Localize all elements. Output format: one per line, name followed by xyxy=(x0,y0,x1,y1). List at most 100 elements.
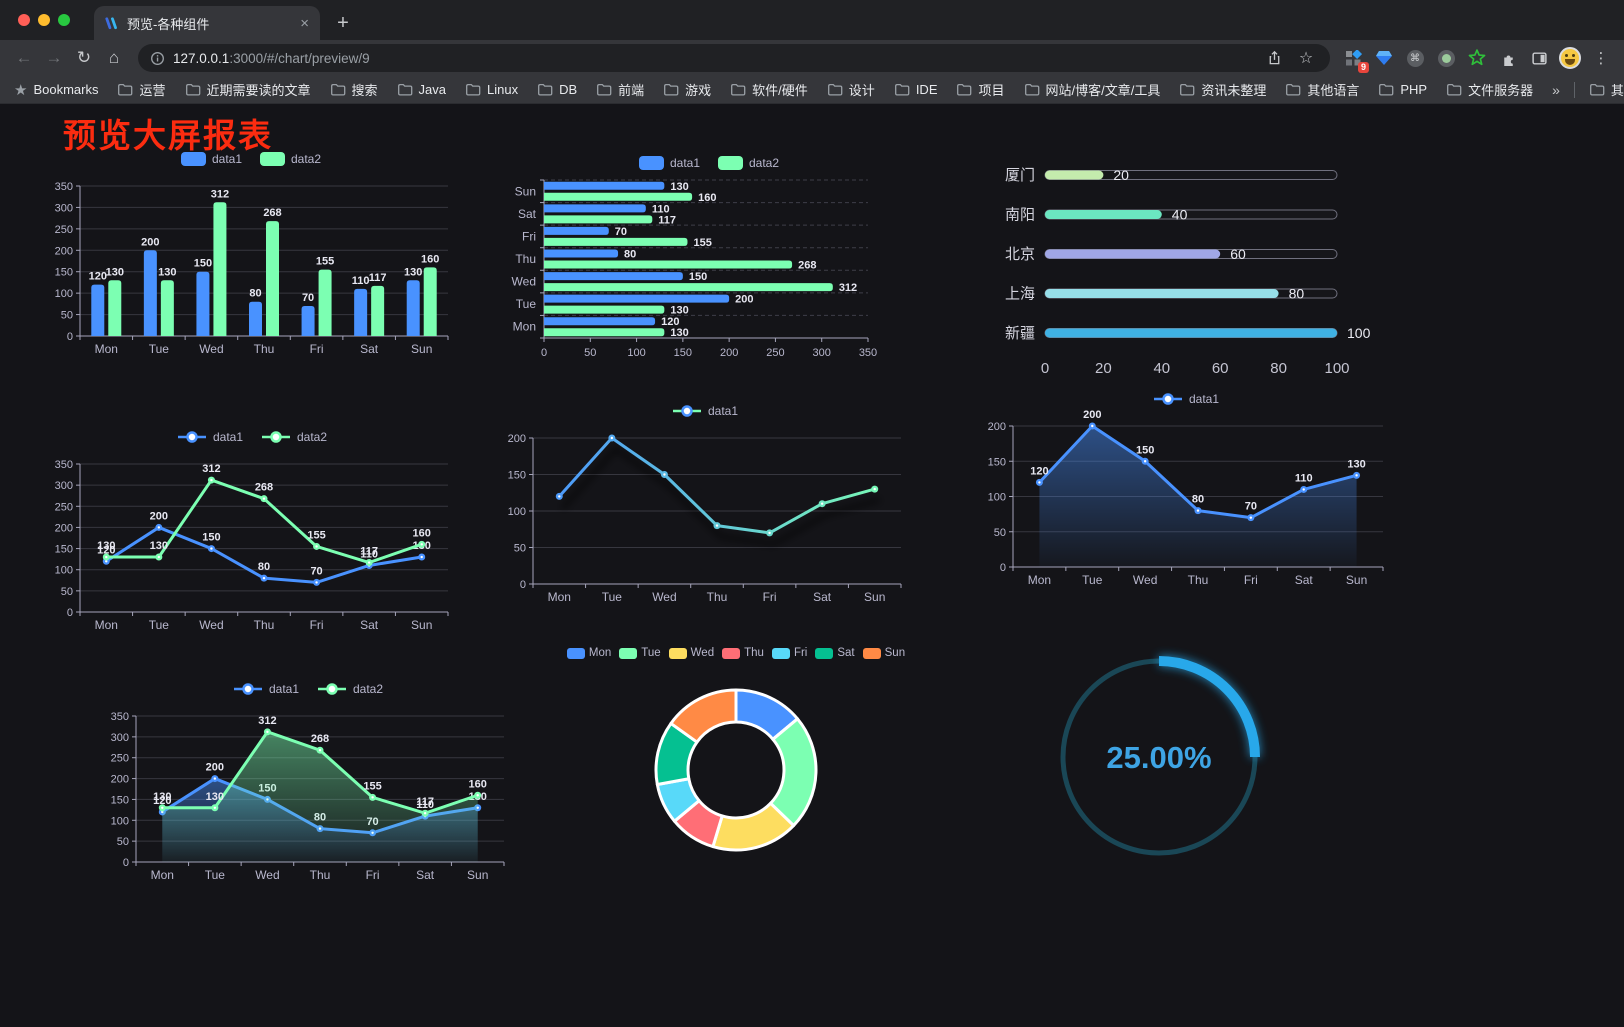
gauge-chart-canvas: 25.00% xyxy=(1060,656,1260,856)
chart-legend: Mon Tue Wed Thu Fri Sat Sun xyxy=(546,642,926,664)
browser-tab[interactable]: 预览-各种组件 × xyxy=(94,6,320,40)
page-content: 预览大屏报表 data1 data2 0 50 100 150 200 250 300 350 Mo… xyxy=(0,104,1624,1026)
tab-close-icon[interactable]: × xyxy=(300,14,309,32)
bookmark-folder[interactable]: 运营 xyxy=(117,80,166,99)
bookmark-folder[interactable]: 网站/博客/文章/工具 xyxy=(1024,80,1160,99)
legend-item[interactable]: Thu xyxy=(722,647,764,659)
svg-text:Thu: Thu xyxy=(254,618,275,632)
extension-grid-icon[interactable]: 9 xyxy=(1340,45,1369,73)
bookmark-folder[interactable]: 前端 xyxy=(596,80,644,99)
progress-chart-canvas: 厦门 20 南阳 40 北京 60 上海 80 新疆 100 0 20 40 60 80 100 xyxy=(1005,167,1371,377)
legend-marker xyxy=(318,683,346,695)
extension-command-icon[interactable]: ⌘ xyxy=(1402,45,1428,71)
svg-text:Thu: Thu xyxy=(707,590,728,604)
svg-text:100: 100 xyxy=(111,815,129,827)
svg-text:117: 117 xyxy=(369,272,387,284)
bookmark-folder[interactable]: 近期需要读的文章 xyxy=(185,80,311,99)
page-info-icon[interactable] xyxy=(150,51,165,66)
legend-item[interactable]: Sat xyxy=(815,647,855,659)
bookmark-folder[interactable]: Java xyxy=(397,80,446,99)
extensions-puzzle-icon[interactable] xyxy=(1495,45,1521,71)
folder-icon xyxy=(1024,83,1039,96)
bookmark-folder[interactable]: IDE xyxy=(894,80,937,99)
url-bar[interactable]: 127.0.0.1:3000/#/chart/preview/9 ☆ xyxy=(138,44,1330,72)
svg-text:20: 20 xyxy=(1095,360,1112,377)
chart-line-two-series: data1 data2 0 50 100 150 200 250 300 350 Mon Tue Wed… xyxy=(42,426,462,641)
folder-icon xyxy=(1180,83,1195,96)
extension-gem-icon[interactable] xyxy=(1371,45,1397,71)
bookmark-folder[interactable]: 资讯未整理 xyxy=(1179,80,1266,99)
macos-close-button[interactable] xyxy=(18,14,30,26)
legend-item[interactable]: data1 xyxy=(233,682,299,696)
line-chart-canvas: 0 50 100 150 200 Mon Tue Wed Thu Fri Sat Sun xyxy=(508,433,902,604)
bookmark-folder[interactable]: 其他语言 xyxy=(1285,80,1359,99)
extensions-area: 9 ⌘ xyxy=(1340,45,1614,73)
bookmarks-overflow-chevron[interactable]: » xyxy=(1552,81,1560,98)
reload-icon[interactable]: ↻ xyxy=(76,48,92,67)
svg-text:150: 150 xyxy=(508,470,526,482)
bookmark-folder[interactable]: 游戏 xyxy=(663,80,711,99)
legend-item[interactable]: data2 xyxy=(317,682,383,696)
svg-text:Thu: Thu xyxy=(254,342,275,356)
legend-item[interactable]: Fri xyxy=(771,647,807,659)
extension-badge: 9 xyxy=(1357,62,1369,73)
bookmark-star-icon[interactable]: ☆ xyxy=(1298,50,1314,67)
svg-text:80: 80 xyxy=(624,249,636,261)
chart-legend: data1 data2 xyxy=(42,426,462,448)
bookmark-folder[interactable]: 文件服务器 xyxy=(1446,80,1533,99)
folder-icon xyxy=(330,83,345,96)
macos-minimize-button[interactable] xyxy=(38,14,50,26)
legend-item[interactable]: data1 xyxy=(180,152,242,166)
legend-marker xyxy=(177,431,206,443)
legend-label: data1 xyxy=(669,156,700,170)
forward-icon[interactable]: → xyxy=(45,48,63,67)
svg-text:312: 312 xyxy=(202,463,220,475)
bookmark-folder[interactable]: 项目 xyxy=(956,80,1005,99)
other-bookmarks-item[interactable]: 其他书签 xyxy=(1589,80,1624,99)
legend-item[interactable]: data1 xyxy=(1153,392,1219,406)
bookmark-folder[interactable]: PHP xyxy=(1378,80,1427,99)
legend-item[interactable]: data1 xyxy=(672,404,738,418)
home-icon[interactable]: ⌂ xyxy=(108,48,120,67)
svg-text:110: 110 xyxy=(416,799,434,811)
svg-text:Tue: Tue xyxy=(205,868,226,882)
side-panel-icon[interactable] xyxy=(1526,45,1552,71)
bookmarks-manager-item[interactable]: ★ Bookmarks xyxy=(14,81,99,99)
extension-record-icon[interactable] xyxy=(1433,45,1459,71)
bookmark-folder[interactable]: 软件/硬件 xyxy=(730,80,808,99)
svg-text:Sat: Sat xyxy=(360,618,379,632)
legend-item[interactable]: Mon xyxy=(566,647,611,659)
new-tab-button[interactable]: + xyxy=(337,11,349,34)
svg-text:150: 150 xyxy=(689,271,707,283)
svg-text:40: 40 xyxy=(1153,360,1170,377)
legend-item[interactable]: data1 xyxy=(638,156,700,170)
legend-item[interactable]: Wed xyxy=(668,647,714,659)
legend-item[interactable]: data2 xyxy=(261,430,327,444)
share-icon[interactable] xyxy=(1262,46,1286,70)
legend-item[interactable]: data2 xyxy=(718,156,779,170)
bookmark-folder[interactable]: Linux xyxy=(465,80,518,99)
bookmark-folder[interactable]: DB xyxy=(537,80,577,99)
site-favicon-icon xyxy=(105,16,117,29)
svg-text:0: 0 xyxy=(123,857,129,869)
legend-item[interactable]: Tue xyxy=(619,647,661,659)
macos-fullscreen-button[interactable] xyxy=(58,14,70,26)
tab-strip: 预览-各种组件 × + xyxy=(0,0,1624,40)
chart-bar-vertical: data1 data2 0 50 100 150 200 250 300 350 Mon Tue Wed… xyxy=(42,148,460,365)
svg-text:70: 70 xyxy=(1245,501,1257,513)
extension-green-star-icon[interactable] xyxy=(1464,45,1490,71)
back-icon[interactable]: ← xyxy=(15,48,33,67)
svg-text:120: 120 xyxy=(661,316,679,328)
profile-avatar[interactable] xyxy=(1557,45,1583,71)
svg-text:100: 100 xyxy=(1324,360,1349,377)
svg-text:Fri: Fri xyxy=(310,618,324,632)
legend-marker xyxy=(262,431,290,443)
legend-item[interactable]: data1 xyxy=(177,430,243,444)
legend-item[interactable]: Sun xyxy=(862,647,905,659)
folder-icon xyxy=(538,83,553,96)
legend-item[interactable]: data2 xyxy=(260,152,321,166)
bookmark-folder[interactable]: 搜索 xyxy=(330,80,378,99)
browser-menu-icon[interactable]: ⋮ xyxy=(1593,50,1609,67)
bookmark-folder[interactable]: 设计 xyxy=(827,80,875,99)
